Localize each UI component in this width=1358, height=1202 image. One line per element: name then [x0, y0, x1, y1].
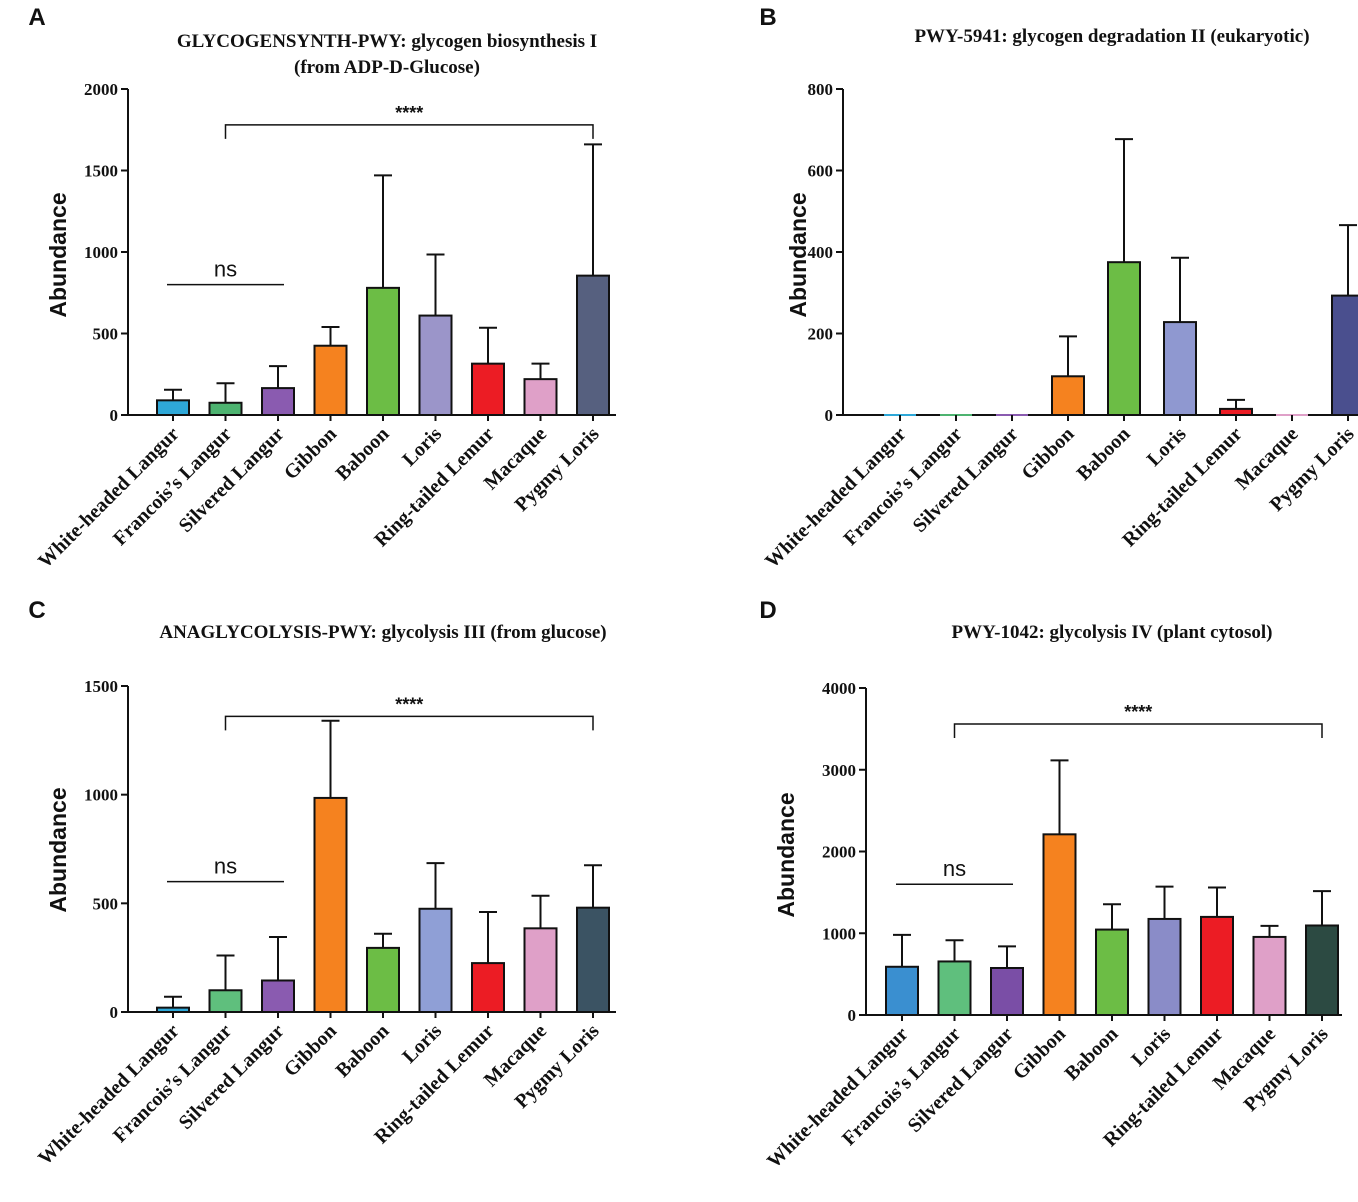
- y-tick-label: 1500: [84, 677, 118, 696]
- significance-label: ns: [943, 856, 966, 881]
- y-tick-label: 4000: [822, 679, 856, 698]
- bar: [313, 796, 348, 1014]
- bar: [1147, 917, 1182, 1016]
- bar: [576, 906, 610, 1013]
- panel-letter: C: [28, 597, 45, 624]
- bar: [208, 989, 243, 1013]
- y-tick-label: 1500: [84, 162, 118, 181]
- bar: [523, 378, 558, 417]
- y-tick-label: 1000: [84, 786, 118, 805]
- bar: [523, 927, 558, 1013]
- panel-a: A GLYCOGENSYNTH-PWY: glycogen biosynthesi…: [28, 4, 616, 573]
- x-tick-label: Gibbon: [280, 1020, 341, 1081]
- x-tick-label: Baboon: [332, 423, 394, 485]
- bar: [1200, 915, 1234, 1017]
- y-axis-label: Abundance: [773, 792, 799, 917]
- bar: [1163, 321, 1197, 416]
- bar: [208, 401, 243, 416]
- x-tick-label: Gibbon: [1009, 1023, 1070, 1084]
- x-tick-label: Silvered Langur: [909, 423, 1023, 537]
- bar: [418, 314, 453, 417]
- significance-label: ****: [395, 694, 423, 714]
- y-tick-label: 1000: [822, 924, 856, 943]
- bar: [1051, 375, 1085, 417]
- y-tick-label: 0: [825, 406, 834, 425]
- chart-title: GLYCOGENSYNTH-PWY: glycogen biosynthesis…: [177, 31, 597, 52]
- chart-title: PWY-1042: glycolysis IV (plant cytosol): [952, 622, 1273, 643]
- bar: [156, 1006, 190, 1013]
- significance-label: ns: [214, 854, 237, 879]
- bar: [156, 399, 190, 416]
- chart-title: ANAGLYCOLYSIS-PWY: glycolysis III (from …: [159, 622, 606, 643]
- bar: [1305, 924, 1339, 1017]
- bar: [1107, 261, 1141, 416]
- y-tick-label: 1000: [84, 243, 118, 262]
- bar: [885, 965, 919, 1017]
- bar: [313, 344, 348, 417]
- significance-label: ****: [395, 103, 423, 123]
- y-axis-label: Abundance: [45, 192, 71, 317]
- bar: [261, 979, 295, 1014]
- significance-bracket: [224, 124, 594, 139]
- bar: [990, 966, 1024, 1017]
- significance-label: ns: [214, 257, 237, 282]
- bar: [1219, 407, 1253, 417]
- panel-c: C ANAGLYCOLYSIS-PWY: glycolysis III (from…: [28, 597, 616, 1170]
- bar: [1331, 294, 1358, 417]
- y-tick-label: 2000: [822, 843, 856, 862]
- significance-bracket: [953, 723, 1323, 738]
- bar: [366, 946, 400, 1013]
- y-tick-label: 200: [808, 325, 834, 344]
- panel-letter: A: [28, 4, 45, 31]
- y-tick-label: 0: [110, 1003, 119, 1022]
- x-tick-label: Baboon: [1073, 423, 1135, 485]
- y-tick-label: 400: [808, 243, 834, 262]
- y-tick-label: 2000: [84, 80, 118, 99]
- y-axis-label: Abundance: [785, 192, 811, 317]
- y-tick-label: 600: [808, 162, 834, 181]
- x-tick-label: Loris: [1143, 423, 1191, 471]
- bar: [471, 362, 505, 416]
- bar: [1095, 928, 1129, 1016]
- x-tick-label: Baboon: [332, 1020, 394, 1082]
- x-tick-label: Loris: [1127, 1023, 1175, 1071]
- significance-label: ****: [1124, 702, 1152, 722]
- bar: [418, 907, 453, 1013]
- y-axis-label: Abundance: [45, 787, 71, 912]
- bar: [1252, 935, 1287, 1017]
- y-tick-label: 500: [93, 894, 119, 913]
- x-tick-label: Loris: [398, 423, 446, 471]
- y-tick-label: 0: [110, 406, 119, 425]
- x-tick-label: Gibbon: [1017, 423, 1078, 484]
- bar: [471, 962, 505, 1013]
- chart-title: (from ADP-D-Glucose): [294, 57, 480, 78]
- bar: [1042, 833, 1077, 1017]
- y-tick-label: 500: [93, 325, 119, 344]
- panel-d: D PWY-1042: glycolysis IV (plant cytosol)…: [759, 597, 1342, 1173]
- bar: [261, 387, 295, 417]
- significance-bracket: [224, 715, 594, 731]
- bar: [937, 960, 972, 1016]
- chart-title: PWY-5941: glycogen degradation II (eukar…: [914, 26, 1309, 47]
- x-tick-label: Baboon: [1061, 1023, 1123, 1085]
- panel-letter: D: [759, 597, 776, 624]
- bar: [366, 286, 400, 416]
- y-tick-label: 3000: [822, 761, 856, 780]
- y-tick-label: 800: [808, 80, 834, 99]
- y-tick-label: 0: [848, 1006, 857, 1025]
- x-tick-label: Gibbon: [280, 423, 341, 484]
- panel-b: B PWY-5941: glycogen degradation II (euka…: [759, 4, 1358, 573]
- panel-letter: B: [759, 4, 776, 31]
- x-tick-label: Loris: [398, 1020, 446, 1068]
- bar: [576, 274, 610, 417]
